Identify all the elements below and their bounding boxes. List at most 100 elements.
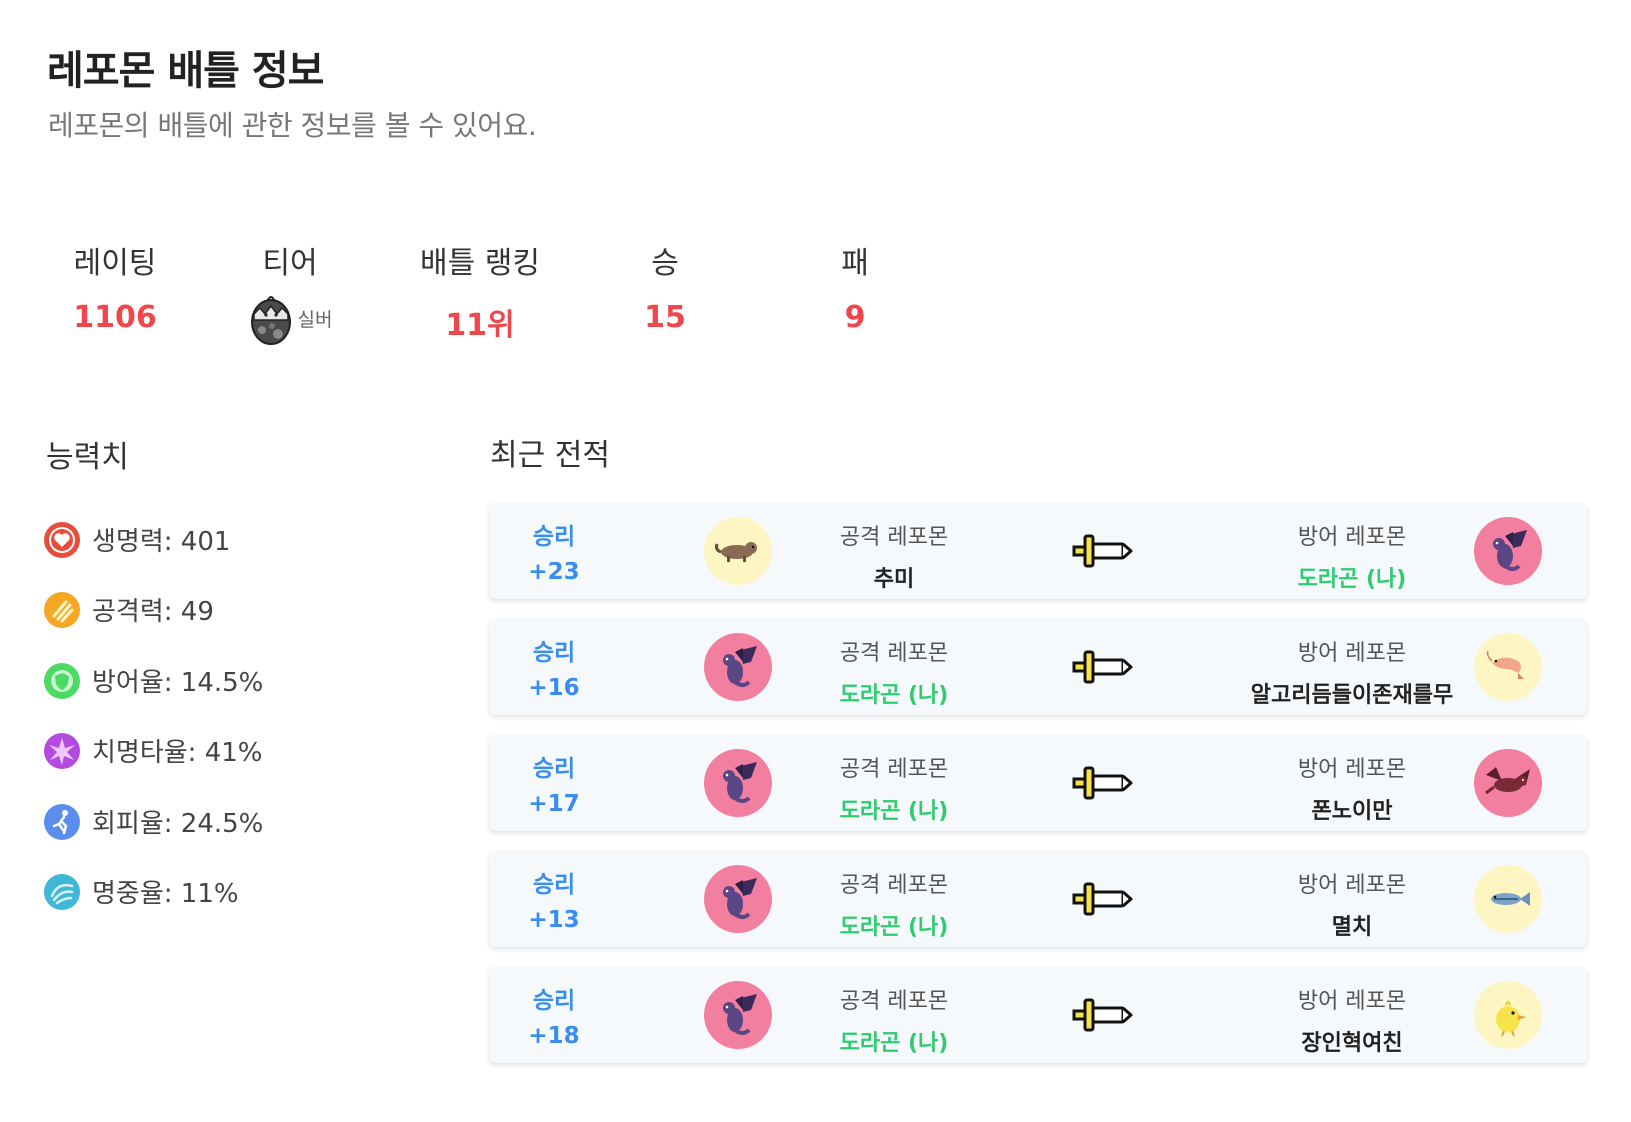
- win-stat: 승 15: [615, 238, 715, 335]
- attacker-caption: 공격 레포몬: [839, 757, 949, 782]
- rating-delta: +13: [528, 907, 580, 933]
- attacker-info: 공격 레포몬 추미: [764, 519, 1024, 593]
- record-result: 승리 +16: [489, 633, 619, 701]
- record-card[interactable]: 승리 +18 공격 레포몬 도라곤 (나) 방어 레포몬 장인혁여친: [489, 967, 1587, 1063]
- record-result: 승리 +23: [489, 517, 619, 585]
- record-card[interactable]: 승리 +17 공격 레포몬 도라곤 (나) 방어 레포몬 폰노이만: [489, 735, 1587, 831]
- sword-icon: [1072, 766, 1133, 800]
- heart-icon: [44, 521, 80, 558]
- lose-label: 패: [841, 246, 869, 281]
- defender-info: 방어 레포몬 멸치: [1222, 867, 1482, 941]
- attacker-name: 도라곤 (나): [839, 799, 949, 824]
- chick-icon: [1474, 981, 1542, 1049]
- rank-label: 배틀 랭킹: [420, 246, 540, 281]
- rating-delta: +23: [528, 559, 580, 585]
- dragon-icon: [704, 865, 772, 933]
- ability-defense: 방어율: 14.5%: [44, 662, 263, 699]
- ability-attack-text: 공격력: 49: [92, 597, 214, 627]
- rating-label: 레이팅: [73, 246, 157, 281]
- win-label: 승: [651, 246, 679, 281]
- page-title: 레포몬 배틀 정보: [47, 48, 324, 94]
- dragon-icon: [704, 633, 772, 701]
- ferret-icon: [704, 517, 772, 585]
- shield-icon: [44, 662, 80, 699]
- record-result: 승리 +13: [489, 865, 619, 933]
- rating-delta: +17: [528, 791, 580, 817]
- defender-info: 방어 레포몬 알고리듬들이존재를무: [1222, 635, 1482, 709]
- attacker-name: 도라곤 (나): [839, 915, 949, 940]
- result-text: 승리: [532, 988, 576, 1014]
- dragon-icon: [704, 749, 772, 817]
- result-text: 승리: [532, 640, 576, 666]
- defender-name: 폰노이만: [1311, 799, 1393, 824]
- defender-info: 방어 레포몬 폰노이만: [1222, 751, 1482, 825]
- sword-icon: [1072, 998, 1133, 1032]
- attacker-caption: 공격 레포몬: [839, 641, 949, 666]
- tier-value: 실버: [297, 308, 333, 331]
- tier-stat: 티어 실버: [235, 238, 345, 346]
- sword-icon: [1072, 650, 1133, 684]
- ability-accuracy-text: 명중율: 11%: [92, 879, 239, 909]
- silver-egg-icon: [250, 296, 291, 345]
- record-card[interactable]: 승리 +13 공격 레포몬 도라곤 (나) 방어 레포몬 멸치: [489, 851, 1587, 947]
- defender-caption: 방어 레포몬: [1297, 989, 1407, 1014]
- record-card[interactable]: 승리 +23 공격 레포몬 추미 방어 레포몬 도라곤 (나): [489, 503, 1587, 599]
- result-text: 승리: [532, 872, 576, 898]
- rank-value: 11위: [445, 308, 515, 343]
- ability-attack: 공격력: 49: [44, 591, 214, 628]
- defender-caption: 방어 레포몬: [1297, 873, 1407, 898]
- result-text: 승리: [532, 524, 576, 550]
- runner-icon: [44, 803, 80, 840]
- rating-delta: +18: [528, 1023, 580, 1049]
- abilities-title: 능력치: [46, 440, 129, 475]
- record-result: 승리 +17: [489, 749, 619, 817]
- bat-dragon-icon: [1474, 749, 1542, 817]
- attacker-info: 공격 레포몬 도라곤 (나): [764, 751, 1024, 825]
- attacker-info: 공격 레포몬 도라곤 (나): [764, 867, 1024, 941]
- attacker-name: 추미: [873, 567, 915, 592]
- burst-icon: [44, 732, 80, 769]
- ability-defense-text: 방어율: 14.5%: [92, 668, 264, 698]
- defender-name: 도라곤 (나): [1297, 567, 1407, 592]
- defender-info: 방어 레포몬 장인혁여친: [1222, 983, 1482, 1057]
- lose-stat: 패 9: [805, 238, 905, 335]
- ability-critical-text: 치명타율: 41%: [92, 738, 263, 768]
- defender-name: 알고리듬들이존재를무: [1250, 683, 1454, 708]
- attacker-caption: 공격 레포몬: [839, 873, 949, 898]
- rank-stat: 배틀 랭킹 11위: [405, 238, 555, 344]
- defender-name: 멸치: [1331, 915, 1373, 940]
- defender-info: 방어 레포몬 도라곤 (나): [1222, 519, 1482, 593]
- rating-stat: 레이팅 1106: [50, 238, 180, 335]
- ability-evasion: 회피율: 24.5%: [44, 803, 263, 840]
- attacker-caption: 공격 레포몬: [839, 989, 949, 1014]
- shrimp-icon: [1474, 633, 1542, 701]
- defender-name: 장인혁여친: [1301, 1031, 1403, 1056]
- dragon-icon: [1474, 517, 1542, 585]
- attacker-info: 공격 레포몬 도라곤 (나): [764, 983, 1024, 1057]
- ability-critical: 치명타율: 41%: [44, 732, 263, 769]
- rating-value: 1106: [73, 300, 157, 335]
- recent-records-title: 최근 전적: [490, 438, 610, 473]
- ability-hp-text: 생명력: 401: [92, 527, 231, 557]
- attacker-name: 도라곤 (나): [839, 683, 949, 708]
- record-card[interactable]: 승리 +16 공격 레포몬 도라곤 (나) 방어 레포몬 알고리듬들이존재를무: [489, 619, 1587, 715]
- attacker-caption: 공격 레포몬: [839, 525, 949, 550]
- ability-hp: 생명력: 401: [44, 521, 230, 558]
- page-subtitle: 레포몬의 배틀에 관한 정보를 볼 수 있어요.: [48, 109, 537, 142]
- win-value: 15: [644, 300, 686, 335]
- sword-icon: [1072, 882, 1133, 916]
- ability-evasion-text: 회피율: 24.5%: [92, 809, 264, 839]
- sword-icon: [1072, 534, 1133, 568]
- result-text: 승리: [532, 756, 576, 782]
- fish-icon: [1474, 865, 1542, 933]
- ability-accuracy: 명중율: 11%: [44, 873, 239, 910]
- rating-delta: +16: [528, 675, 580, 701]
- dragon-icon: [704, 981, 772, 1049]
- record-result: 승리 +18: [489, 981, 619, 1049]
- attacker-name: 도라곤 (나): [839, 1031, 949, 1056]
- tier-label: 티어: [262, 246, 318, 281]
- defender-caption: 방어 레포몬: [1297, 525, 1407, 550]
- attacker-info: 공격 레포몬 도라곤 (나): [764, 635, 1024, 709]
- defender-caption: 방어 레포몬: [1297, 757, 1407, 782]
